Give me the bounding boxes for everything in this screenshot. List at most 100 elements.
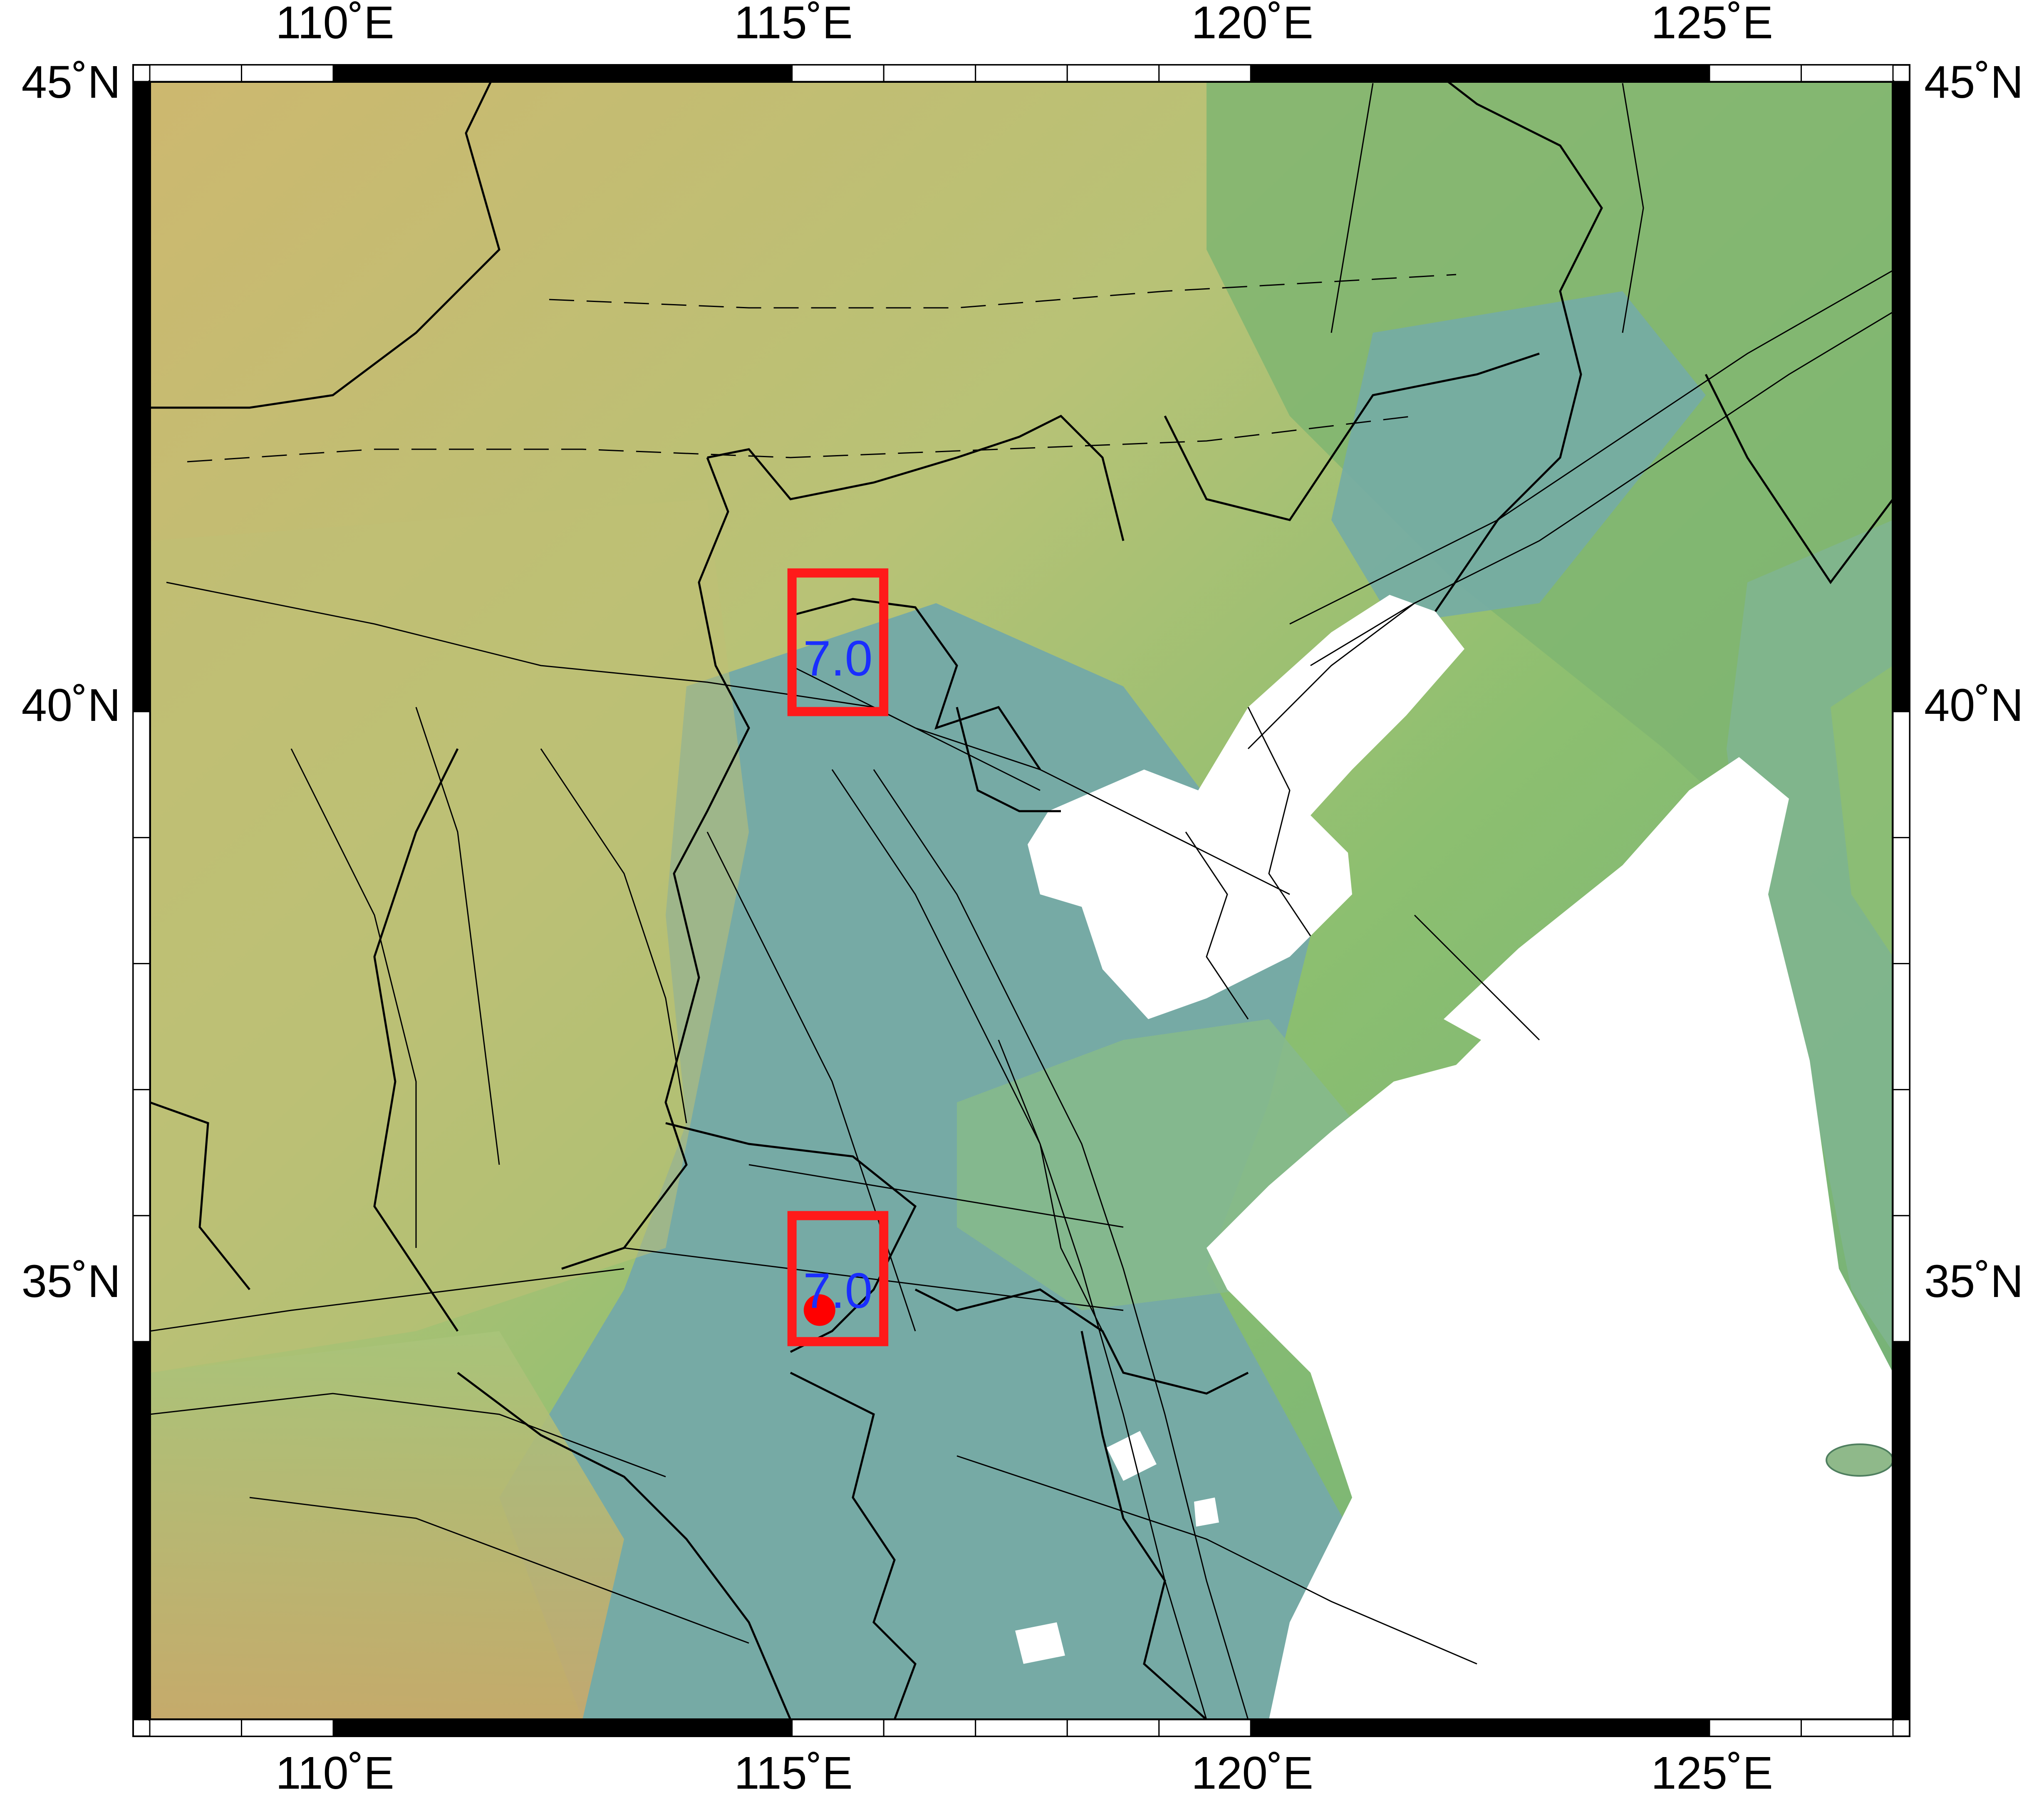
frame-bar-bottom: [1709, 1719, 1802, 1737]
border-inner-mongolia: [150, 82, 500, 409]
fault-plain-1: [748, 1164, 1124, 1228]
frame-bar-bottom: [975, 1719, 1068, 1737]
border-beijing: [790, 598, 1041, 770]
frame-bar-right: [1892, 837, 1910, 964]
frame-bar-left: [132, 963, 151, 1090]
frame-bar-left: [132, 585, 151, 713]
frame-bar-top: [1066, 64, 1160, 82]
fault-bohai-1: [1185, 832, 1249, 1020]
right-label-35: 35˚N: [1924, 1256, 2023, 1307]
left-label-45: 45˚N: [22, 57, 121, 108]
frame-bar-bottom: [149, 1719, 243, 1737]
top-label-120: 120˚E: [1191, 0, 1313, 48]
frame-bar-bottom: [1800, 1719, 1894, 1737]
frame-bar-top: [424, 64, 518, 82]
top-label-125: 125˚E: [1651, 0, 1773, 48]
frame-bar-bottom: [1433, 1719, 1527, 1737]
frame-bar-left: [132, 1467, 151, 1594]
frame-bar-top: [1800, 64, 1894, 82]
frame-bar-top: [516, 64, 609, 82]
frame-bar-left: [132, 207, 151, 334]
top-label-115: 115˚E: [734, 0, 852, 48]
frame-bars: [132, 64, 1910, 1737]
frame-bar-right: [1892, 1089, 1910, 1216]
frame-bar-top: [699, 64, 793, 82]
fault-tanlu-2: [873, 769, 1249, 1720]
frame-bar-bottom: [332, 1719, 426, 1737]
frame-bar-top: [608, 64, 701, 82]
korea-highlands: [1831, 666, 1893, 957]
fault-qinling: [150, 1393, 666, 1478]
frame-bar-bottom: [1250, 1719, 1343, 1737]
event-south: 7.0: [787, 1211, 889, 1347]
event-box-north: [787, 568, 889, 716]
liaohe-plain: [1331, 291, 1706, 624]
frame-bar-right: [1892, 459, 1910, 587]
frame-bar-right: [1892, 81, 1910, 208]
frame-bar-bottom: [1066, 1719, 1160, 1737]
bottom-label-115: 115˚E: [734, 1748, 852, 1799]
fault-jiangsu: [956, 1455, 1477, 1665]
top-label-110: 110˚E: [275, 0, 394, 48]
yellow-sea: [1207, 757, 1893, 1720]
earthquake-events: 7.0 7.0: [787, 568, 889, 1347]
border-liaoning-north: [1164, 352, 1540, 521]
fault-weihe: [150, 1268, 624, 1332]
southwest-mountains: [150, 1331, 624, 1720]
frame-bar-right: [1892, 1341, 1910, 1468]
frame-bar-bottom: [699, 1719, 793, 1737]
frame-bar-left: [132, 81, 151, 208]
map-frame: [132, 64, 1910, 1737]
frame-bar-bottom: [608, 1719, 701, 1737]
bottom-label-125: 125˚E: [1651, 1748, 1773, 1799]
fault-yilan-1: [1289, 270, 1893, 625]
frame-bar-top: [1433, 64, 1527, 82]
loess-plateau: [150, 499, 749, 1373]
fault-south: [249, 1497, 749, 1644]
frame-bar-left: [132, 1089, 151, 1216]
bottom-label-120: 120˚E: [1191, 1748, 1313, 1799]
frame-bar-right: [1892, 1215, 1910, 1342]
border-west: [150, 1101, 250, 1290]
left-label-35: 35˚N: [22, 1256, 121, 1307]
fault-shanxi-3: [290, 748, 417, 1248]
border-hebei-north: [707, 414, 1125, 541]
fault-bohai-2: [1247, 707, 1311, 936]
frame-bar-right: [1892, 1593, 1910, 1720]
frame-bar-top: [332, 64, 426, 82]
frame-bar-left: [132, 459, 151, 587]
frame-bar-left: [132, 837, 151, 964]
right-label-45: 45˚N: [1924, 57, 2023, 108]
border-anhui: [790, 1371, 917, 1720]
fault-ne-2: [1622, 83, 1644, 333]
lake-hongze: [1107, 1431, 1157, 1481]
fault-shandong-east: [1414, 914, 1540, 1041]
fault-tanlu-1: [831, 769, 1207, 1720]
border-shaanxi-shanxi: [373, 748, 459, 1332]
terrain-layer: [150, 82, 1893, 1720]
frame-bar-top: [1709, 64, 1802, 82]
frame-bar-bottom: [791, 1719, 884, 1737]
frame-bar-left: [132, 333, 151, 460]
frame-bar-top: [1525, 64, 1618, 82]
fault-ne-1: [1330, 83, 1374, 333]
jeju-island: [1826, 1443, 1893, 1477]
epicenter-dot: [803, 1294, 835, 1326]
border-liaoning-jilin: [1434, 82, 1603, 612]
frame-bar-top: [241, 64, 334, 82]
frame-bar-bottom: [1342, 1719, 1435, 1737]
frame-bar-bottom: [241, 1719, 334, 1737]
frame-bar-right: [1892, 585, 1910, 713]
border-shanxi-hebei: [561, 457, 750, 1270]
frame-bar-bottom: [883, 1719, 976, 1737]
frame-bar-top: [1342, 64, 1435, 82]
fault-shandong-west: [998, 1040, 1103, 1332]
frame-bar-left: [132, 1593, 151, 1720]
frame-bar-top: [883, 64, 976, 82]
fault-shanxi-2: [415, 707, 500, 1165]
border-henan-shandong: [665, 1122, 917, 1353]
fault-shanxi-1: [540, 748, 687, 1124]
tick-labels: 110˚E 115˚E 120˚E 125˚E 110˚E 115˚E 120˚…: [22, 0, 2024, 1799]
frame-bar-bottom: [516, 1719, 609, 1737]
